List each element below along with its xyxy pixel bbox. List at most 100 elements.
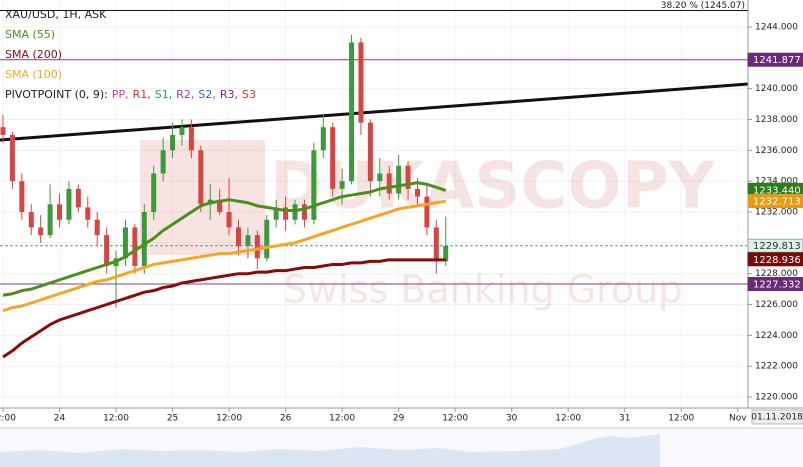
candle-body xyxy=(311,150,317,220)
candle-body xyxy=(264,219,270,259)
legend-entry: SMA (100) xyxy=(5,68,62,81)
x-tick-label: 12:00 xyxy=(0,414,16,424)
price-tag xyxy=(747,252,803,267)
price-tag xyxy=(747,276,803,291)
price-tag xyxy=(747,52,803,67)
pivot-item: R3, xyxy=(220,88,238,101)
candle-body xyxy=(217,199,223,213)
legend-entry: SMA (200) xyxy=(5,48,62,61)
candle-body xyxy=(301,204,307,220)
candle-body xyxy=(66,188,72,220)
x-tick-label: 31 xyxy=(619,414,630,424)
candle-body xyxy=(57,204,63,220)
pivot-item: S2, xyxy=(198,88,215,101)
candle-body xyxy=(396,165,402,194)
x-tick-label: 12:00 xyxy=(442,414,468,424)
candle-body xyxy=(85,207,91,220)
x-tick-label: 12:00 xyxy=(103,414,129,424)
candle-body xyxy=(179,127,185,135)
candle-body xyxy=(292,204,298,220)
candle-body xyxy=(414,188,420,197)
y-tick-label: 1240.000 xyxy=(755,84,798,94)
pivot-item: R2, xyxy=(176,88,194,101)
x-tick-label: 12:00 xyxy=(555,414,581,424)
sma-line xyxy=(2,199,446,313)
y-tick-label: 1228.000 xyxy=(755,269,798,279)
candle-body xyxy=(236,227,241,246)
x-tick-label: 30 xyxy=(506,414,518,424)
candle-body xyxy=(75,188,81,208)
candle-body xyxy=(9,134,15,182)
candle-body xyxy=(349,42,355,182)
date-label: 01.11.2018 xyxy=(751,413,803,423)
y-tick-label: 1236.000 xyxy=(755,146,798,156)
candle-body xyxy=(283,207,289,220)
candle-body xyxy=(443,245,449,262)
price-tag-label: 1232.713 xyxy=(753,197,801,208)
y-tick-label: 1232.000 xyxy=(755,208,798,218)
candle-body xyxy=(377,173,383,182)
pivot-item: R1, xyxy=(133,88,151,101)
sma-line xyxy=(2,181,447,297)
watermark-subtext: Swiss Banking Group xyxy=(283,268,682,312)
candle-body xyxy=(132,227,138,266)
x-tick-label: 12:00 xyxy=(216,414,242,424)
y-tick-label: 1234.000 xyxy=(755,177,798,187)
candle-body xyxy=(386,173,392,194)
candle-body xyxy=(122,227,128,259)
candle-body xyxy=(226,212,232,228)
y-tick-label: 1222.000 xyxy=(755,362,798,372)
pivot-item: PP, xyxy=(112,88,129,101)
candle-body xyxy=(330,127,336,189)
candle-body xyxy=(424,196,430,228)
price-tag-label: 1241.877 xyxy=(753,55,801,66)
y-tick-label: 1224.000 xyxy=(755,331,798,341)
candle-body xyxy=(151,173,157,213)
candle-body xyxy=(28,212,34,228)
pivot-legend: PIVOTPOINT (0, 9): PP, R1, S1, R2, S2, R3, S3 xyxy=(5,88,256,101)
candle-body xyxy=(245,235,251,246)
legend: XAU/USD, 1H, ASK SMA (55) SMA (200) SMA (1… xyxy=(5,8,256,101)
x-tick-label: 24 xyxy=(54,414,66,424)
candle-body xyxy=(367,122,373,182)
y-tick-label: 1244.000 xyxy=(755,22,798,32)
pivot-item: S1, xyxy=(155,88,172,101)
candle-body xyxy=(320,127,326,151)
date-box xyxy=(751,409,803,425)
pivot-item: S3 xyxy=(242,88,256,101)
candle-body xyxy=(273,207,279,220)
candle-body xyxy=(94,219,100,236)
plot-area: 38.20 % (1245.07) xyxy=(0,1,749,359)
axes: 1220.000 1222.000 1224.000 1226.000 1228.000… xyxy=(0,22,803,425)
trendline xyxy=(0,82,749,142)
x-tick-label: 26 xyxy=(280,414,292,424)
x-tick-label: 12:00 xyxy=(668,414,694,424)
x-tick-label: 12:00 xyxy=(329,414,355,424)
price-tag xyxy=(747,238,803,253)
sma-line xyxy=(2,258,446,359)
candle-body xyxy=(188,127,194,151)
volume-area xyxy=(0,434,660,467)
candle-body xyxy=(47,204,53,236)
price-tag-label: 1228.936 xyxy=(753,255,801,266)
candle-body xyxy=(141,212,147,266)
y-tick-label: 1238.000 xyxy=(755,115,798,125)
candle-body xyxy=(254,235,260,259)
price-tag-label: 1233.440 xyxy=(753,185,801,196)
candle-body xyxy=(160,150,166,174)
price-tag-label: 1227.332 xyxy=(753,279,801,290)
price-tag-label: 1229.813 xyxy=(753,241,801,252)
candle-body xyxy=(19,181,25,213)
candle-body xyxy=(170,134,176,151)
x-tick-label: 29 xyxy=(393,414,405,424)
x-tick-label: Nov xyxy=(729,414,747,424)
candle-body xyxy=(433,227,439,262)
y-tick-label: 1220.000 xyxy=(755,393,798,403)
price-tag xyxy=(747,194,803,209)
legend-entry: SMA (55) xyxy=(5,28,55,41)
watermark-text: DUKASCOPY xyxy=(270,150,716,224)
chart-title: XAU/USD, 1H, ASK xyxy=(5,8,107,21)
candle-body xyxy=(38,227,44,236)
pivot-label: PIVOTPOINT (0, 9): xyxy=(5,88,108,101)
